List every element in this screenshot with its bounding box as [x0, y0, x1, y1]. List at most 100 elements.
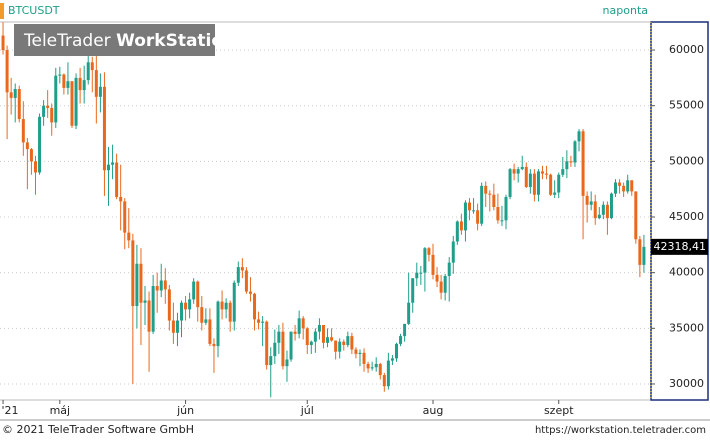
candle-body	[119, 196, 123, 202]
candle-body	[293, 331, 297, 334]
candle-body	[289, 331, 293, 360]
candle-body	[366, 363, 370, 369]
candle-body	[532, 173, 536, 195]
candle-body	[528, 173, 532, 187]
candle-body	[618, 182, 622, 186]
candle-body	[326, 337, 330, 343]
candle-body	[427, 248, 431, 255]
url: https://workstation.teletrader.com	[535, 425, 706, 436]
candle-body	[520, 166, 524, 170]
candle-body	[382, 375, 386, 387]
period: naponta	[603, 4, 648, 17]
candle-body	[212, 343, 216, 347]
symbol: BTCUSDT	[8, 4, 60, 17]
y-tick-label: 30000	[669, 377, 704, 390]
candle-body	[115, 162, 119, 197]
candle-body	[463, 202, 467, 231]
y-tick-label: 60000	[669, 43, 704, 56]
candle-body	[86, 62, 90, 81]
candle-body	[577, 131, 581, 142]
candle-body	[297, 318, 301, 334]
candle-body	[642, 246, 646, 265]
candle-body	[455, 221, 459, 242]
x-tick-label: aug	[423, 404, 444, 417]
candle-body	[70, 81, 74, 126]
candle-body	[159, 280, 163, 291]
candle-body	[435, 274, 439, 282]
candle-body	[171, 320, 175, 333]
candle-body	[66, 81, 70, 88]
y-tick-label: 55000	[669, 99, 704, 112]
candle-body	[338, 341, 342, 352]
candle-body	[390, 358, 394, 361]
candle-body	[281, 331, 285, 367]
y-tick-label: 50000	[669, 154, 704, 167]
watermark-box	[14, 24, 215, 56]
candle-body	[285, 359, 289, 367]
candle-body	[184, 302, 188, 310]
candle-body	[5, 50, 9, 93]
candle-body	[244, 270, 248, 292]
candle-body	[431, 254, 435, 275]
candle-body	[626, 180, 630, 192]
candle-body	[127, 232, 131, 241]
candle-body	[46, 105, 50, 108]
candle-body	[163, 280, 167, 290]
candle-body	[139, 263, 143, 303]
candle-body	[468, 202, 472, 211]
candle-body	[549, 174, 553, 195]
candle-body	[123, 201, 127, 233]
candle-body	[334, 340, 338, 352]
candle-body	[25, 142, 29, 150]
candle-body	[9, 92, 13, 98]
candle-body	[78, 77, 82, 91]
candle-body	[484, 185, 488, 194]
candle-body	[605, 204, 609, 219]
candle-body	[321, 324, 325, 343]
candle-body	[557, 174, 561, 193]
candle-body	[589, 201, 593, 205]
candle-body	[102, 86, 106, 171]
candle-body	[601, 204, 605, 215]
candle-body	[536, 171, 540, 195]
y-tick-label: 35000	[669, 321, 704, 334]
candle-body	[21, 119, 25, 143]
candle-body	[54, 75, 58, 123]
candle-body	[147, 300, 151, 332]
candle-body	[524, 166, 528, 187]
watermark: TeleTrader WorkStation	[23, 31, 235, 51]
candle-body	[13, 89, 17, 98]
candle-body	[597, 214, 601, 219]
candle-body	[581, 131, 585, 196]
candle-body	[386, 360, 390, 387]
candle-body	[269, 356, 273, 366]
candle-body	[204, 319, 208, 323]
candle-body	[330, 337, 334, 341]
x-tick-label: jún	[176, 404, 194, 417]
candle-body	[143, 300, 147, 303]
candle-body	[232, 282, 236, 322]
candle-body	[135, 263, 139, 307]
y-tick-label: 40000	[669, 266, 704, 279]
candle-body	[541, 171, 545, 174]
candle-body	[622, 185, 626, 192]
candle-body	[419, 272, 423, 274]
candle-body	[224, 302, 228, 310]
candle-body	[257, 319, 261, 323]
last-price-label: 42318,41	[654, 240, 707, 253]
candle-body	[317, 324, 321, 332]
candle-body	[253, 293, 257, 320]
candle-body	[476, 210, 480, 224]
candle-body	[354, 349, 358, 354]
candle-body	[305, 328, 309, 346]
candle-body	[301, 318, 305, 329]
candle-body	[399, 336, 403, 344]
y-tick-label: 45000	[669, 210, 704, 223]
candle-body	[17, 89, 21, 120]
candle-body	[500, 220, 504, 222]
candle-body	[403, 323, 407, 337]
candle-body	[236, 267, 240, 283]
candle-body	[593, 201, 597, 219]
